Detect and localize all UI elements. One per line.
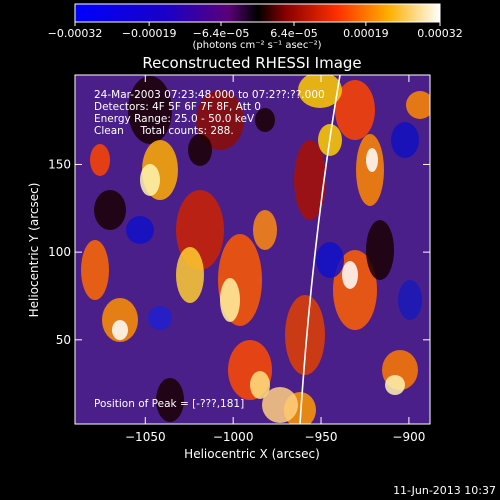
heatmap-blob — [126, 216, 154, 244]
chart-title: Reconstructed RHESSI Image — [142, 54, 361, 72]
colorbar-tick-label: 6.4e−05 — [270, 27, 317, 40]
y-tick-label: 100 — [48, 245, 71, 259]
heatmap-blob — [128, 76, 172, 144]
heatmap-blob — [262, 387, 298, 423]
heatmap-blob — [220, 278, 240, 322]
colorbar — [74, 3, 441, 23]
heatmap-blob — [406, 91, 430, 119]
heatmap-blob — [342, 261, 358, 289]
heatmap-blob — [398, 280, 422, 320]
heatmap-blob — [255, 108, 275, 132]
heatmap-blob — [285, 295, 325, 375]
annotation-time-range: 24-Mar-2003 07:23:48.000 to 07:2??:??.00… — [94, 89, 325, 101]
heatmap-blob — [156, 378, 184, 422]
y-tick-label: 150 — [48, 157, 71, 171]
heatmap-blob — [294, 140, 326, 220]
plot-frame — [74, 74, 431, 425]
heatmap-blob — [335, 80, 375, 140]
colorbar-tick-label: −6.4e−05 — [193, 27, 250, 40]
colorbar-tick-label: −0.00032 — [48, 27, 103, 40]
heatmap-blob — [316, 242, 344, 278]
colorbar-tick-label: 0.00032 — [417, 27, 463, 40]
y-axis-label: Heliocentric Y (arcsec) — [27, 183, 41, 318]
heatmap-blob — [94, 190, 126, 230]
x-tick-label: −900 — [392, 430, 425, 444]
colorbar-tick-label: 0.00019 — [343, 27, 389, 40]
colorbar-tick-label: −0.00019 — [122, 27, 177, 40]
x-axis-label: Heliocentric X (arcsec) — [184, 447, 320, 461]
heatmap-blob — [81, 240, 109, 300]
heatmap-blob — [298, 75, 342, 108]
annotation-energy-range: Energy Range: 25.0 - 50.0 keV — [94, 113, 255, 125]
heatmap-blob — [176, 247, 204, 303]
heatmap-blob — [391, 122, 419, 158]
heatmap-blob — [196, 90, 244, 150]
colorbar-ticks: −0.00032 −0.00019 −6.4e−05 6.4e−05 0.00019 0.… — [48, 22, 463, 40]
heatmap-blob — [366, 148, 378, 172]
heatmap-blob — [366, 220, 394, 280]
annotation-peak-position: Position of Peak = [-???,181] — [94, 398, 244, 410]
footer-date: 11-Jun-2013 10:37 — [393, 484, 496, 497]
heatmap-blob — [112, 320, 128, 340]
x-tick-label: −1000 — [213, 430, 254, 444]
annotation-clean-counts: Clean Total counts: 288. — [94, 125, 234, 137]
solar-limb-line — [299, 75, 341, 424]
heatmap-blob — [140, 164, 160, 196]
heatmap-blob — [148, 306, 172, 330]
heatmap-blob — [188, 134, 212, 166]
heatmap-blob — [250, 371, 270, 399]
colorbar-units: (photons cm⁻² s⁻¹ asec⁻²) — [192, 40, 321, 51]
y-tick-label: 50 — [56, 333, 71, 347]
x-tick-label: −950 — [305, 430, 338, 444]
heatmap-blob — [90, 144, 110, 176]
heatmap-blob — [253, 210, 277, 250]
heatmap-blob — [385, 375, 405, 395]
heatmap-image — [75, 75, 430, 424]
axis-ticks: −1050 −1000 −950 −900 50 100 150 — [48, 75, 430, 444]
annotation-detectors: Detectors: 4F 5F 6F 7F 8F, Att 0 — [94, 101, 261, 113]
x-tick-label: −1050 — [125, 430, 166, 444]
